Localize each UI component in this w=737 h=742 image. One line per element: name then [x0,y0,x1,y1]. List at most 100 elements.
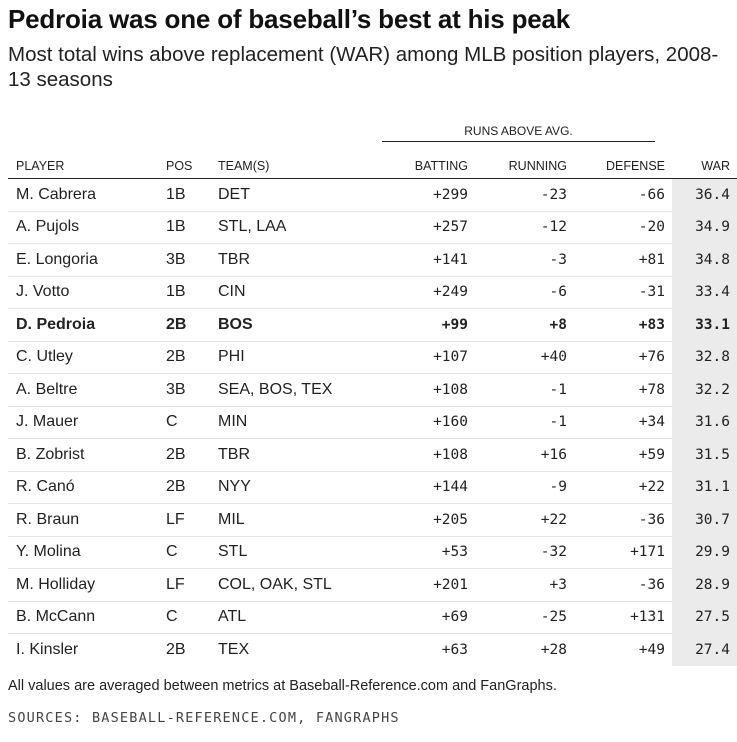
group-divider [382,141,655,142]
page-subtitle: Most total wins above replacement (WAR) … [8,43,719,91]
cell-team: NYY [218,471,382,504]
cell-pos: LF [166,568,218,602]
cell-running: +40 [468,341,567,374]
cell-running: +8 [468,308,567,342]
cell-war: 32.8 [672,341,737,374]
cell-running: -32 [468,536,567,569]
cell-defense: +34 [567,406,672,439]
cell-player: M. Cabrera [8,178,166,212]
cell-batting: +144 [382,471,468,504]
cell-team: BOS [218,308,382,342]
cell-defense: -20 [567,211,672,244]
cell-running: -9 [468,471,567,504]
cell-running: -6 [468,276,567,309]
cell-team: STL [218,536,382,569]
cell-player: I. Kinsler [16,640,79,658]
cell-player: M. Holliday [8,568,166,602]
table-row: B. McCann C ATL +69 -25 +131 27.5 [8,601,737,634]
cell-batting: +108 [382,438,468,472]
cell-pos: 1B [166,211,218,244]
page-title: Pedroia was one of baseball’s best at hi… [8,4,571,34]
cell-defense: +49 [638,641,665,658]
cell-war: 36.4 [672,178,737,212]
cell-defense: -66 [567,178,672,212]
cell-pos: LF [166,503,218,537]
cell-pos: 3B [166,373,218,407]
table-row: R. Canó 2B NYY +144 -9 +22 31.1 [8,471,737,504]
table-row: J. Votto 1B CIN +249 -6 -31 33.4 [8,276,737,309]
column-header-team: TEAM(S) [218,147,382,179]
cell-war: 34.9 [672,211,737,244]
table-row: R. Braun LF MIL +205 +22 -36 30.7 [8,503,737,537]
cell-team: COL, OAK, STL [218,568,382,602]
cell-team: TBR [218,438,382,472]
cell-pos: 2B [166,640,186,658]
cell-batting: +99 [382,308,468,342]
sources-line: SOURCES: BASEBALL-REFERENCE.COM, FANGRAP… [8,710,400,726]
cell-war: 31.6 [672,406,737,439]
cell-defense: -31 [567,276,672,309]
cell-defense: +131 [567,601,672,634]
column-header-running: RUNNING [468,147,567,179]
cell-defense: +83 [567,308,672,342]
cell-war: 33.1 [672,308,737,342]
cell-war: 31.1 [672,471,737,504]
cell-player: B. Zobrist [8,438,166,472]
cell-player: B. McCann [8,601,166,634]
cell-team: PHI [218,341,382,374]
cell-batting: +69 [382,601,468,634]
cell-batting: +257 [382,211,468,244]
cell-batting: +205 [382,503,468,537]
cell-batting: +107 [382,341,468,374]
cell-batting: +160 [382,406,468,439]
column-header-war: WAR [672,147,737,179]
cell-defense: +171 [567,536,672,569]
cell-defense: +81 [567,243,672,277]
cell-player: Y. Molina [8,536,166,569]
cell-batting: +249 [382,276,468,309]
table-row: M. Holliday LF COL, OAK, STL +201 +3 -36 28.9 [8,568,737,602]
cell-pos: 2B [166,438,218,472]
cell-team: MIN [218,406,382,439]
cell-war: 27.4 [672,633,737,666]
cell-player: J. Mauer [8,406,166,439]
cell-pos: C [166,536,218,569]
cell-player: D. Pedroia [8,308,166,342]
cell-batting: +53 [382,536,468,569]
table-header-row: PLAYER POS TEAM(S) BATTING RUNNING DEFEN… [8,147,737,179]
cell-defense: +76 [567,341,672,374]
cell-running: -25 [468,601,567,634]
cell-batting: +201 [382,568,468,602]
column-header-defense: DEFENSE [567,147,672,179]
cell-war: 34.8 [672,243,737,277]
cell-defense: +78 [567,373,672,407]
cell-running: +22 [468,503,567,537]
cell-running: -23 [468,178,567,212]
table-row: D. Pedroia 2B BOS +99 +8 +83 33.1 [8,308,737,342]
war-table: PLAYER POS TEAM(S) BATTING RUNNING DEFEN… [8,147,737,666]
table-row: A. Beltre 3B SEA, BOS, TEX +108 -1 +78 32.2 [8,373,737,407]
cell-defense: -36 [567,503,672,537]
cell-team: TBR [218,243,382,277]
cell-player: C. Utley [8,341,166,374]
cell-war: 33.4 [672,276,737,309]
table-row: B. Zobrist 2B TBR +108 +16 +59 31.5 [8,438,737,472]
cell-pos: C [166,601,218,634]
cell-pos: 2B [166,341,218,374]
cell-team: DET [218,178,382,212]
table-row: I. Kinsler 2B TEX +63 +28 +49 27.4 [8,633,737,666]
cell-batting: +299 [382,178,468,212]
table-row: A. Pujols 1B STL, LAA +257 -12 -20 34.9 [8,211,737,244]
cell-player: A. Pujols [8,211,166,244]
table-row: C. Utley 2B PHI +107 +40 +76 32.8 [8,341,737,374]
cell-war: 27.5 [672,601,737,634]
table-row: E. Longoria 3B TBR +141 -3 +81 34.8 [8,243,737,277]
cell-team: MIL [218,503,382,537]
cell-pos: 2B [166,308,218,342]
runs-above-avg-group-label: RUNS ABOVE AVG. [464,124,573,138]
cell-defense: -36 [567,568,672,602]
cell-pos: C [166,406,218,439]
cell-team: CIN [218,276,382,309]
cell-player: R. Braun [8,503,166,537]
cell-pos: 3B [166,243,218,277]
